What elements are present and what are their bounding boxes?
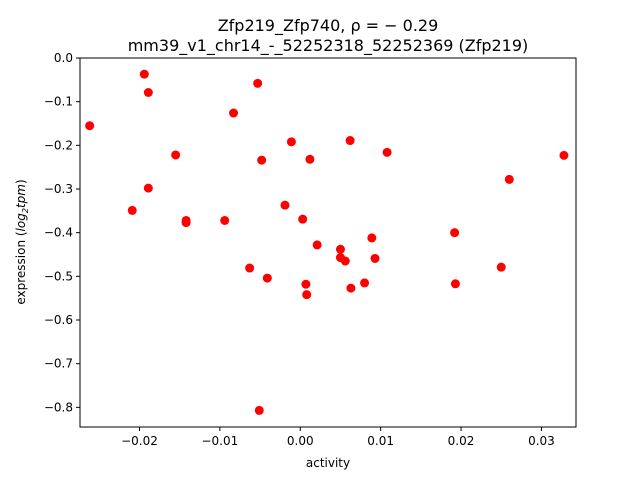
scatter-point xyxy=(346,283,356,293)
scatter-point xyxy=(559,150,569,160)
scatter-point xyxy=(298,214,308,224)
chart-title-line2: mm39_v1_chr14_-_52252318_52252369 (Zfp21… xyxy=(128,36,529,56)
scatter-point xyxy=(301,279,311,289)
scatter-point xyxy=(139,69,149,79)
scatter-point xyxy=(382,147,392,157)
scatter-point xyxy=(286,137,296,147)
y-axis-label-suffix: ) xyxy=(14,179,28,184)
y-axis-label-subscript: 2 xyxy=(21,208,30,213)
scatter-point xyxy=(127,205,137,215)
y-tick-label: −0.4 xyxy=(44,226,73,240)
scatter-point xyxy=(245,263,255,273)
y-axis-label: expression (log2tpm) xyxy=(14,179,30,304)
scatter-point xyxy=(181,218,191,228)
scatter-point xyxy=(229,108,239,118)
scatter-point xyxy=(302,290,312,300)
y-tick-label: −0.1 xyxy=(44,95,73,109)
y-axis-ticks: 0.0 −0.1 −0.2 −0.3 −0.4 −0.5 −0.6 −0.7 −0.8 xyxy=(44,51,80,414)
scatter-point xyxy=(450,279,460,289)
scatter-point xyxy=(450,228,460,238)
x-axis-ticks: −0.02 −0.01 0.00 0.01 0.02 0.03 xyxy=(121,427,555,448)
scatter-point xyxy=(345,136,355,146)
scatter-point xyxy=(171,150,181,160)
scatter-point xyxy=(143,183,153,193)
scatter-point xyxy=(370,253,380,263)
y-axis-label-log: log xyxy=(14,213,28,232)
plot-frame xyxy=(79,57,577,428)
x-tick-label: 0.01 xyxy=(367,434,394,448)
points-layer xyxy=(85,69,569,415)
x-tick-label: 0.03 xyxy=(528,434,555,448)
plot-area xyxy=(80,58,576,427)
scatter-point xyxy=(280,200,290,210)
scatter-point xyxy=(335,244,345,254)
scatter-point xyxy=(504,174,514,184)
y-tick-label: −0.6 xyxy=(44,313,73,327)
x-tick-label: 0.00 xyxy=(287,434,314,448)
scatter-point xyxy=(360,278,370,288)
y-tick-label: −0.3 xyxy=(44,182,73,196)
scatter-point xyxy=(257,155,267,165)
scatter-point xyxy=(143,88,153,97)
scatter-point xyxy=(85,121,95,131)
y-tick-label: −0.8 xyxy=(44,400,73,414)
x-tick-label: −0.02 xyxy=(121,434,158,448)
x-tick-label: −0.01 xyxy=(201,434,238,448)
scatter-point xyxy=(312,240,322,250)
scatter-point xyxy=(253,78,263,88)
y-axis-label-prefix: expression ( xyxy=(14,231,28,304)
scatter-point xyxy=(496,262,506,272)
y-axis-label-tpm: tpm xyxy=(14,184,28,208)
scatter-point xyxy=(262,273,272,283)
x-axis-label: activity xyxy=(306,456,350,470)
scatter-point xyxy=(254,405,264,415)
scatter-point xyxy=(367,233,377,243)
y-tick-label: −0.5 xyxy=(44,269,73,283)
scatter-point xyxy=(220,215,230,225)
y-tick-label: −0.2 xyxy=(44,138,73,152)
scatter-point xyxy=(340,256,350,266)
x-tick-label: 0.02 xyxy=(448,434,475,448)
chart-title-line1: Zfp219_Zfp740, ρ = − 0.29 xyxy=(218,16,439,36)
scatter-point xyxy=(305,154,315,164)
y-tick-label: −0.7 xyxy=(44,357,73,371)
y-tick-label: 0.0 xyxy=(54,51,73,65)
